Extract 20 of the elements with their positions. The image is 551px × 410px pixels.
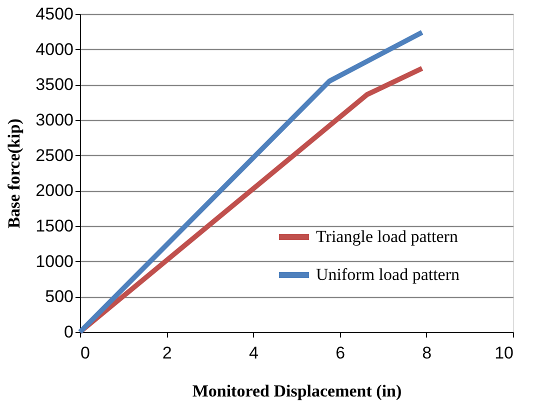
x-tick-label: 10 — [494, 344, 514, 362]
y-tick-label: 2000 — [36, 181, 74, 200]
x-tick-label: 0 — [80, 344, 90, 362]
y-tick-label: 1000 — [36, 252, 74, 271]
x-tick-label: 4 — [248, 344, 258, 362]
x-axis-title: Monitored Displacement (in) — [192, 382, 402, 400]
y-tick-label: 4500 — [36, 4, 74, 24]
legend-label: Uniform load pattern — [316, 265, 460, 284]
y-axis-title: Base force(kip) — [4, 118, 24, 228]
x-tick-label: 2 — [162, 344, 172, 362]
x-tick-label: 8 — [422, 344, 432, 362]
y-tick-label: 3500 — [36, 75, 74, 94]
y-tick-label: 3000 — [36, 110, 74, 130]
x-tick-label: 6 — [336, 344, 346, 362]
y-tick-label: 0 — [64, 322, 74, 342]
y-tick-label: 500 — [45, 287, 74, 306]
y-tick-label: 2500 — [36, 146, 74, 165]
y-tick-label: 1500 — [36, 216, 74, 236]
y-tick-label: 4000 — [36, 40, 74, 59]
legend-label: Triangle load pattern — [316, 227, 458, 246]
